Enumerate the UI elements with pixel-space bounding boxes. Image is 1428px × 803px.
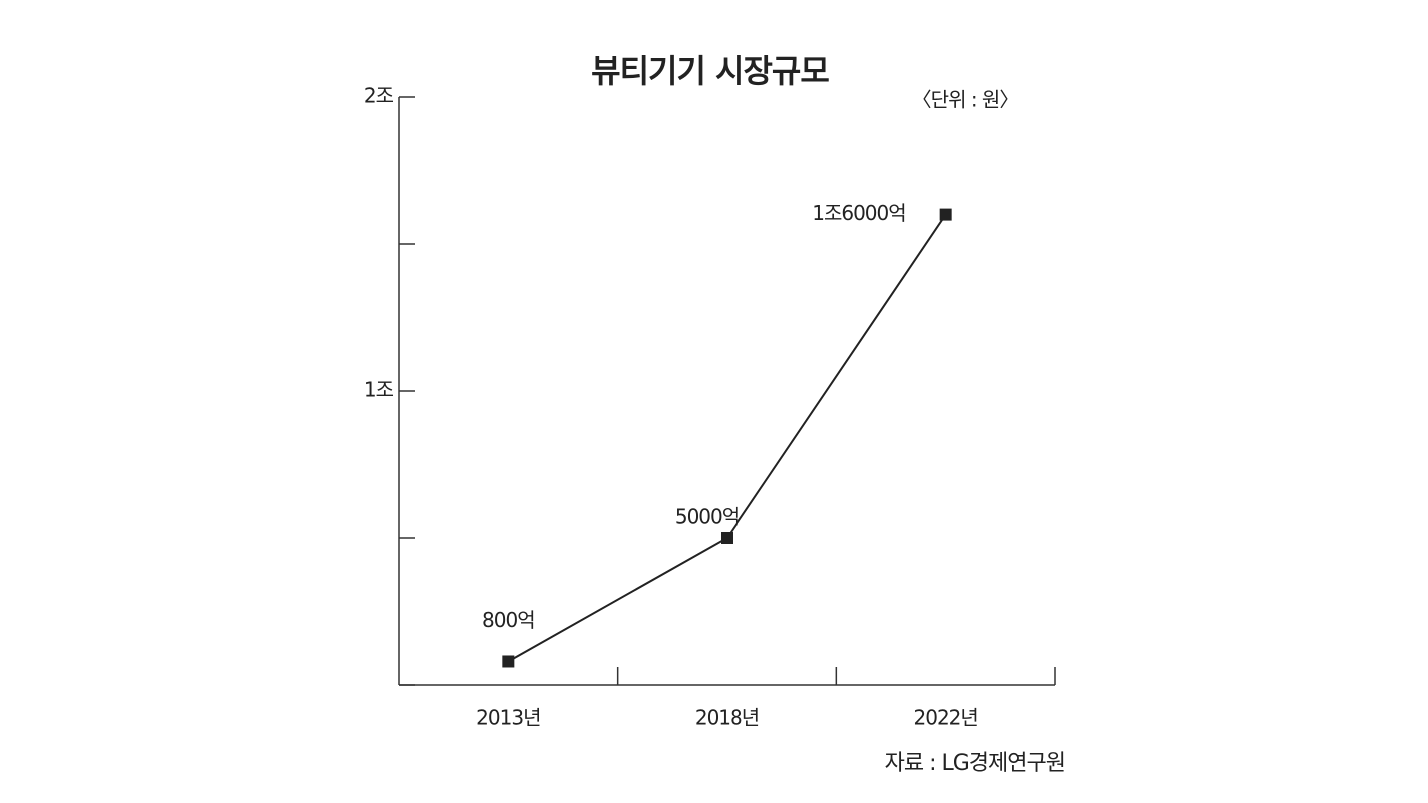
chart-title: 뷰티기기 시장규모 bbox=[591, 52, 829, 90]
point bbox=[939, 208, 952, 221]
value-label: 5000억 bbox=[675, 505, 739, 529]
value-label: 1조6000억 bbox=[812, 201, 905, 225]
x-tick-label: 2013년 bbox=[476, 706, 540, 730]
y-tick-label: 1조 bbox=[364, 378, 394, 402]
x-tick-label: 2022년 bbox=[914, 706, 978, 730]
point bbox=[721, 532, 733, 544]
value-label: 800억 bbox=[482, 608, 535, 632]
source: 자료 : LG경제연구원 bbox=[885, 751, 1065, 776]
point bbox=[502, 655, 515, 668]
x-tick-label: 2018년 bbox=[695, 706, 759, 730]
unit-note: 〈단위 : 원〉 bbox=[912, 88, 1019, 112]
line bbox=[507, 214, 947, 663]
y-tick-label: 2조 bbox=[364, 84, 394, 108]
